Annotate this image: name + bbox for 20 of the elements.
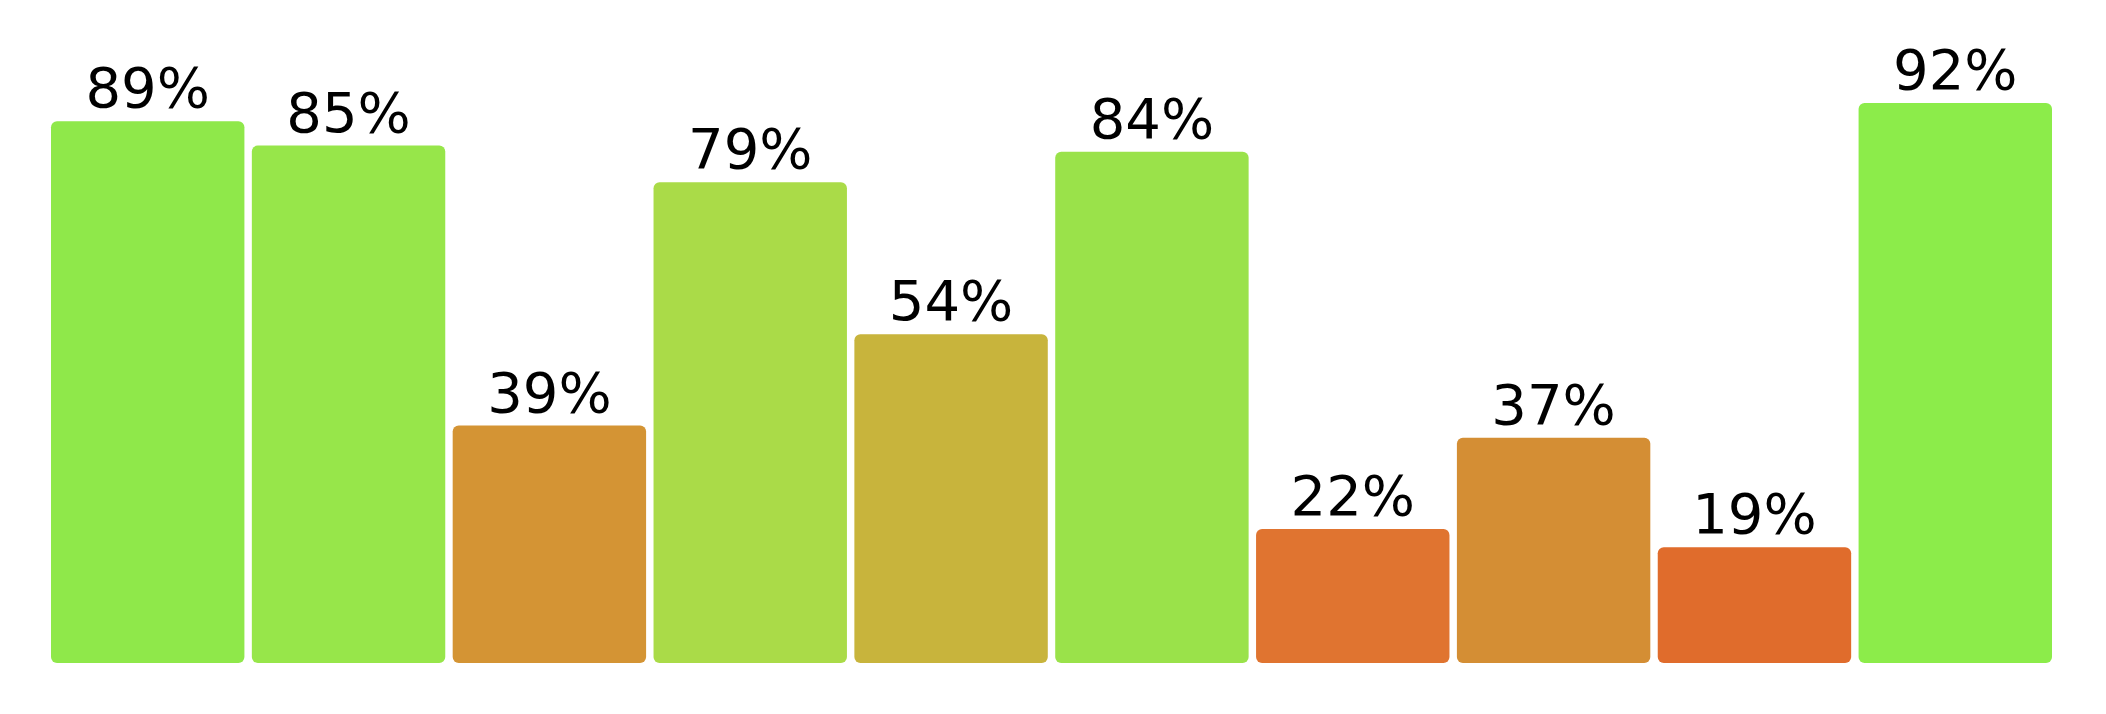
- bar: [1256, 529, 1450, 663]
- data-label: 39%: [487, 359, 612, 425]
- data-label: 37%: [1491, 371, 1616, 437]
- bar: [452, 425, 647, 663]
- data-label: 92%: [1893, 37, 2018, 102]
- bar: [1657, 547, 1852, 663]
- bar: [1055, 151, 1249, 663]
- bar: [51, 121, 245, 663]
- bar: [653, 182, 847, 663]
- data-label: 54%: [888, 268, 1014, 334]
- data-label: 19%: [1692, 481, 1817, 547]
- data-label: 84%: [1089, 85, 1215, 151]
- data-label: 22%: [1290, 463, 1415, 529]
- data-label: 85%: [286, 79, 411, 145]
- bar: [854, 334, 1048, 663]
- bar: [251, 145, 446, 663]
- data-label: 89%: [85, 55, 210, 121]
- bar: [1858, 103, 2052, 663]
- bar: [1456, 437, 1651, 663]
- data-label: 79%: [688, 116, 813, 182]
